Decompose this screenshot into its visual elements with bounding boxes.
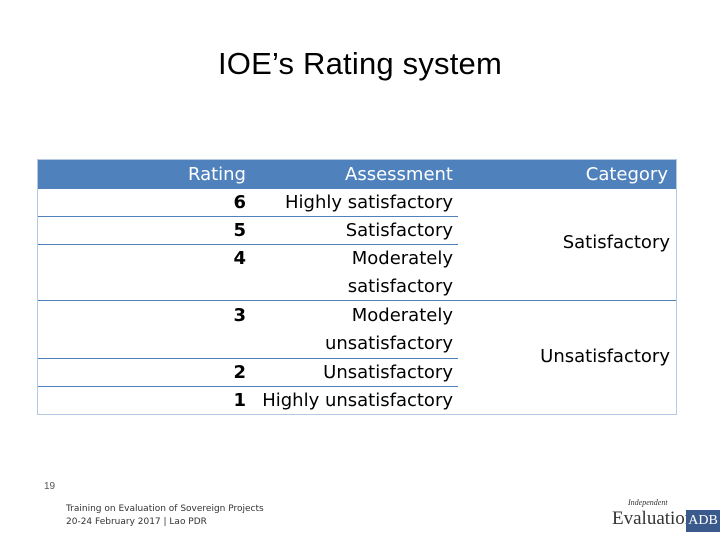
group-divider — [38, 300, 676, 301]
assessment-3-line1: Moderately — [351, 305, 453, 326]
slide-title: IOE’s Rating system — [217, 46, 503, 81]
table-header: Rating Assessment Category — [38, 160, 676, 189]
category-unsatisfactory: Unsatisfactory — [540, 346, 670, 367]
logo-main-text: Evaluation — [612, 508, 695, 529]
assessment-5: Satisfactory — [345, 220, 453, 241]
footer-line-1: Training on Evaluation of Sovereign Proj… — [66, 504, 264, 514]
adb-evaluation-logo: Independent Evaluation ADB — [612, 498, 720, 538]
header-category: Category — [585, 164, 668, 185]
assessment-6: Highly satisfactory — [285, 192, 453, 213]
logo-small-text: Independent — [628, 498, 668, 507]
assessment-4-line1: Moderately — [351, 248, 453, 269]
row-divider — [38, 358, 458, 359]
header-rating: Rating — [187, 164, 246, 185]
rating-table: Rating Assessment Category 6 Highly sati… — [37, 159, 677, 415]
assessment-2: Unsatisfactory — [323, 362, 453, 383]
rating-2: 2 — [233, 362, 246, 383]
row-divider — [38, 216, 458, 217]
assessment-3-line2: unsatisfactory — [324, 333, 453, 354]
header-assessment: Assessment — [345, 164, 453, 185]
rating-3: 3 — [233, 305, 246, 326]
row-divider — [38, 244, 458, 245]
row-divider — [38, 386, 458, 387]
rating-4: 4 — [233, 248, 246, 269]
page-number: 19 — [44, 481, 56, 492]
assessment-4-line2: satisfactory — [347, 276, 453, 297]
category-satisfactory: Satisfactory — [562, 232, 670, 253]
footer-text: Training on Evaluation of Sovereign Proj… — [66, 503, 264, 529]
footer-line-2: 20-24 February 2017 | Lao PDR — [66, 517, 207, 527]
rating-1: 1 — [233, 390, 246, 411]
logo-adb-box: ADB — [686, 510, 720, 532]
rating-6: 6 — [233, 192, 246, 213]
assessment-1: Highly unsatisfactory — [262, 390, 453, 411]
rating-5: 5 — [233, 220, 246, 241]
